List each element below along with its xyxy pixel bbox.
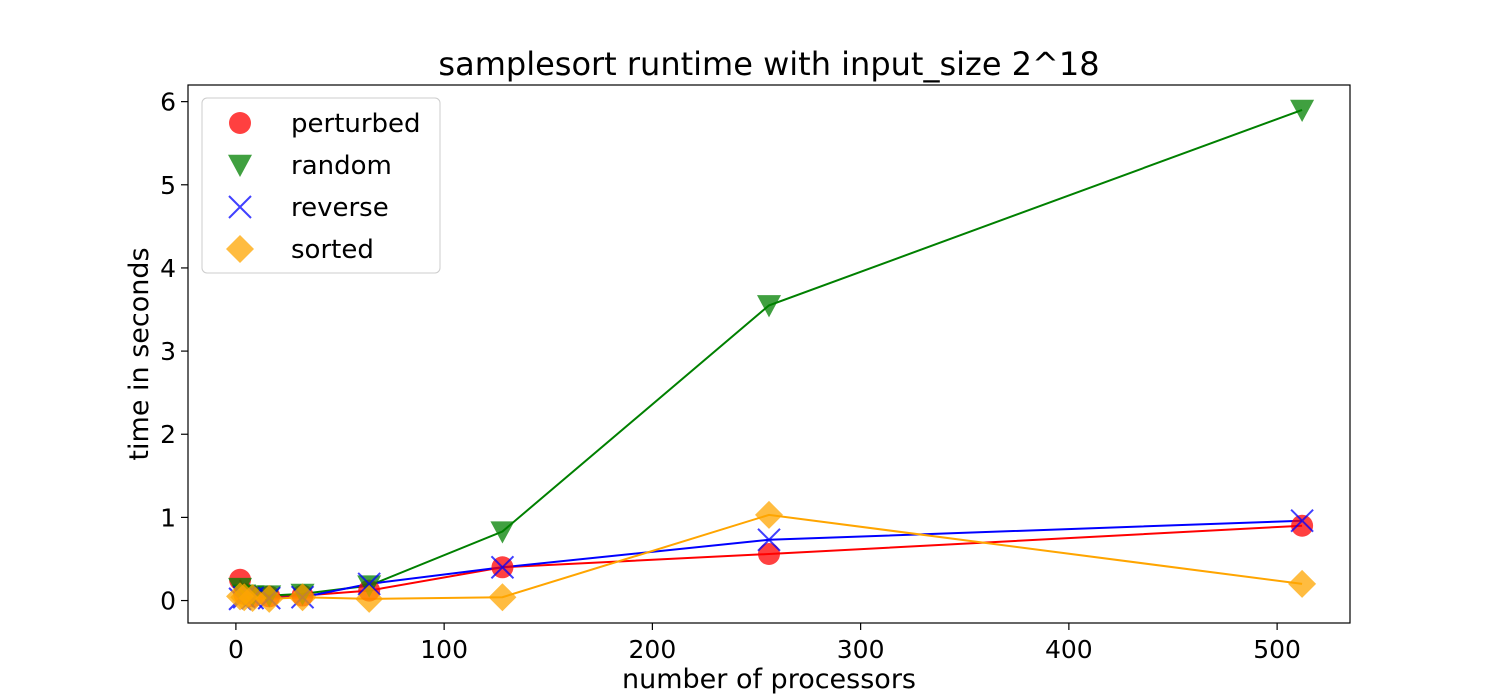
legend-marker-reverse xyxy=(228,195,252,219)
data-point-perturbed xyxy=(1291,514,1314,537)
y-tick-label: 1 xyxy=(160,503,176,532)
x-tick-label: 100 xyxy=(420,635,468,664)
data-point-reverse xyxy=(757,528,781,552)
data-point-reverse xyxy=(357,572,381,596)
legend-frame xyxy=(201,97,441,274)
legend-label-perturbed: perturbed xyxy=(291,109,421,139)
x-tick-label: 0 xyxy=(228,635,244,664)
legend-label-sorted: sorted xyxy=(291,235,374,265)
data-point-reverse xyxy=(1290,509,1314,533)
chart-title: samplesort runtime with input_size 2^18 xyxy=(438,45,1099,83)
data-point-sorted xyxy=(1288,569,1317,598)
y-tick-label: 6 xyxy=(160,88,176,117)
legend: perturbed random reverse sorted xyxy=(201,97,441,274)
data-point-sorted xyxy=(488,583,517,612)
data-point-perturbed xyxy=(758,542,780,565)
data-point-random xyxy=(757,295,781,318)
series-markers xyxy=(226,99,1317,613)
data-point-sorted xyxy=(255,584,284,613)
data-point-sorted xyxy=(755,500,783,529)
x-tick-label: 400 xyxy=(1045,635,1093,664)
legend-marker-perturbed xyxy=(229,112,251,134)
y-axis-ticks: 0 1 2 3 4 5 6 xyxy=(160,88,188,616)
plot-frame xyxy=(187,84,1351,624)
y-axis-label: time in seconds xyxy=(124,247,155,460)
data-point-random xyxy=(1290,99,1315,122)
y-tick-label: 4 xyxy=(160,254,176,283)
legend-marker-sorted xyxy=(226,235,254,263)
x-tick-label: 200 xyxy=(629,635,677,664)
x-tick-label: 500 xyxy=(1253,635,1301,664)
y-tick-label: 5 xyxy=(160,171,176,200)
y-tick-label: 0 xyxy=(160,587,176,616)
legend-label-reverse: reverse xyxy=(291,193,389,223)
data-point-sorted xyxy=(238,584,267,613)
x-axis-label: number of processors xyxy=(622,664,916,695)
data-point-sorted xyxy=(355,584,384,613)
data-point-reverse xyxy=(490,555,515,579)
y-tick-label: 2 xyxy=(160,420,176,449)
x-axis-ticks: 0 100 200 300 400 500 xyxy=(228,623,1301,664)
y-tick-label: 3 xyxy=(160,337,176,366)
legend-marker-random xyxy=(228,154,252,177)
data-point-random xyxy=(490,521,515,544)
data-point-sorted xyxy=(288,583,317,612)
legend-label-random: random xyxy=(291,151,392,181)
x-tick-label: 300 xyxy=(837,635,885,664)
